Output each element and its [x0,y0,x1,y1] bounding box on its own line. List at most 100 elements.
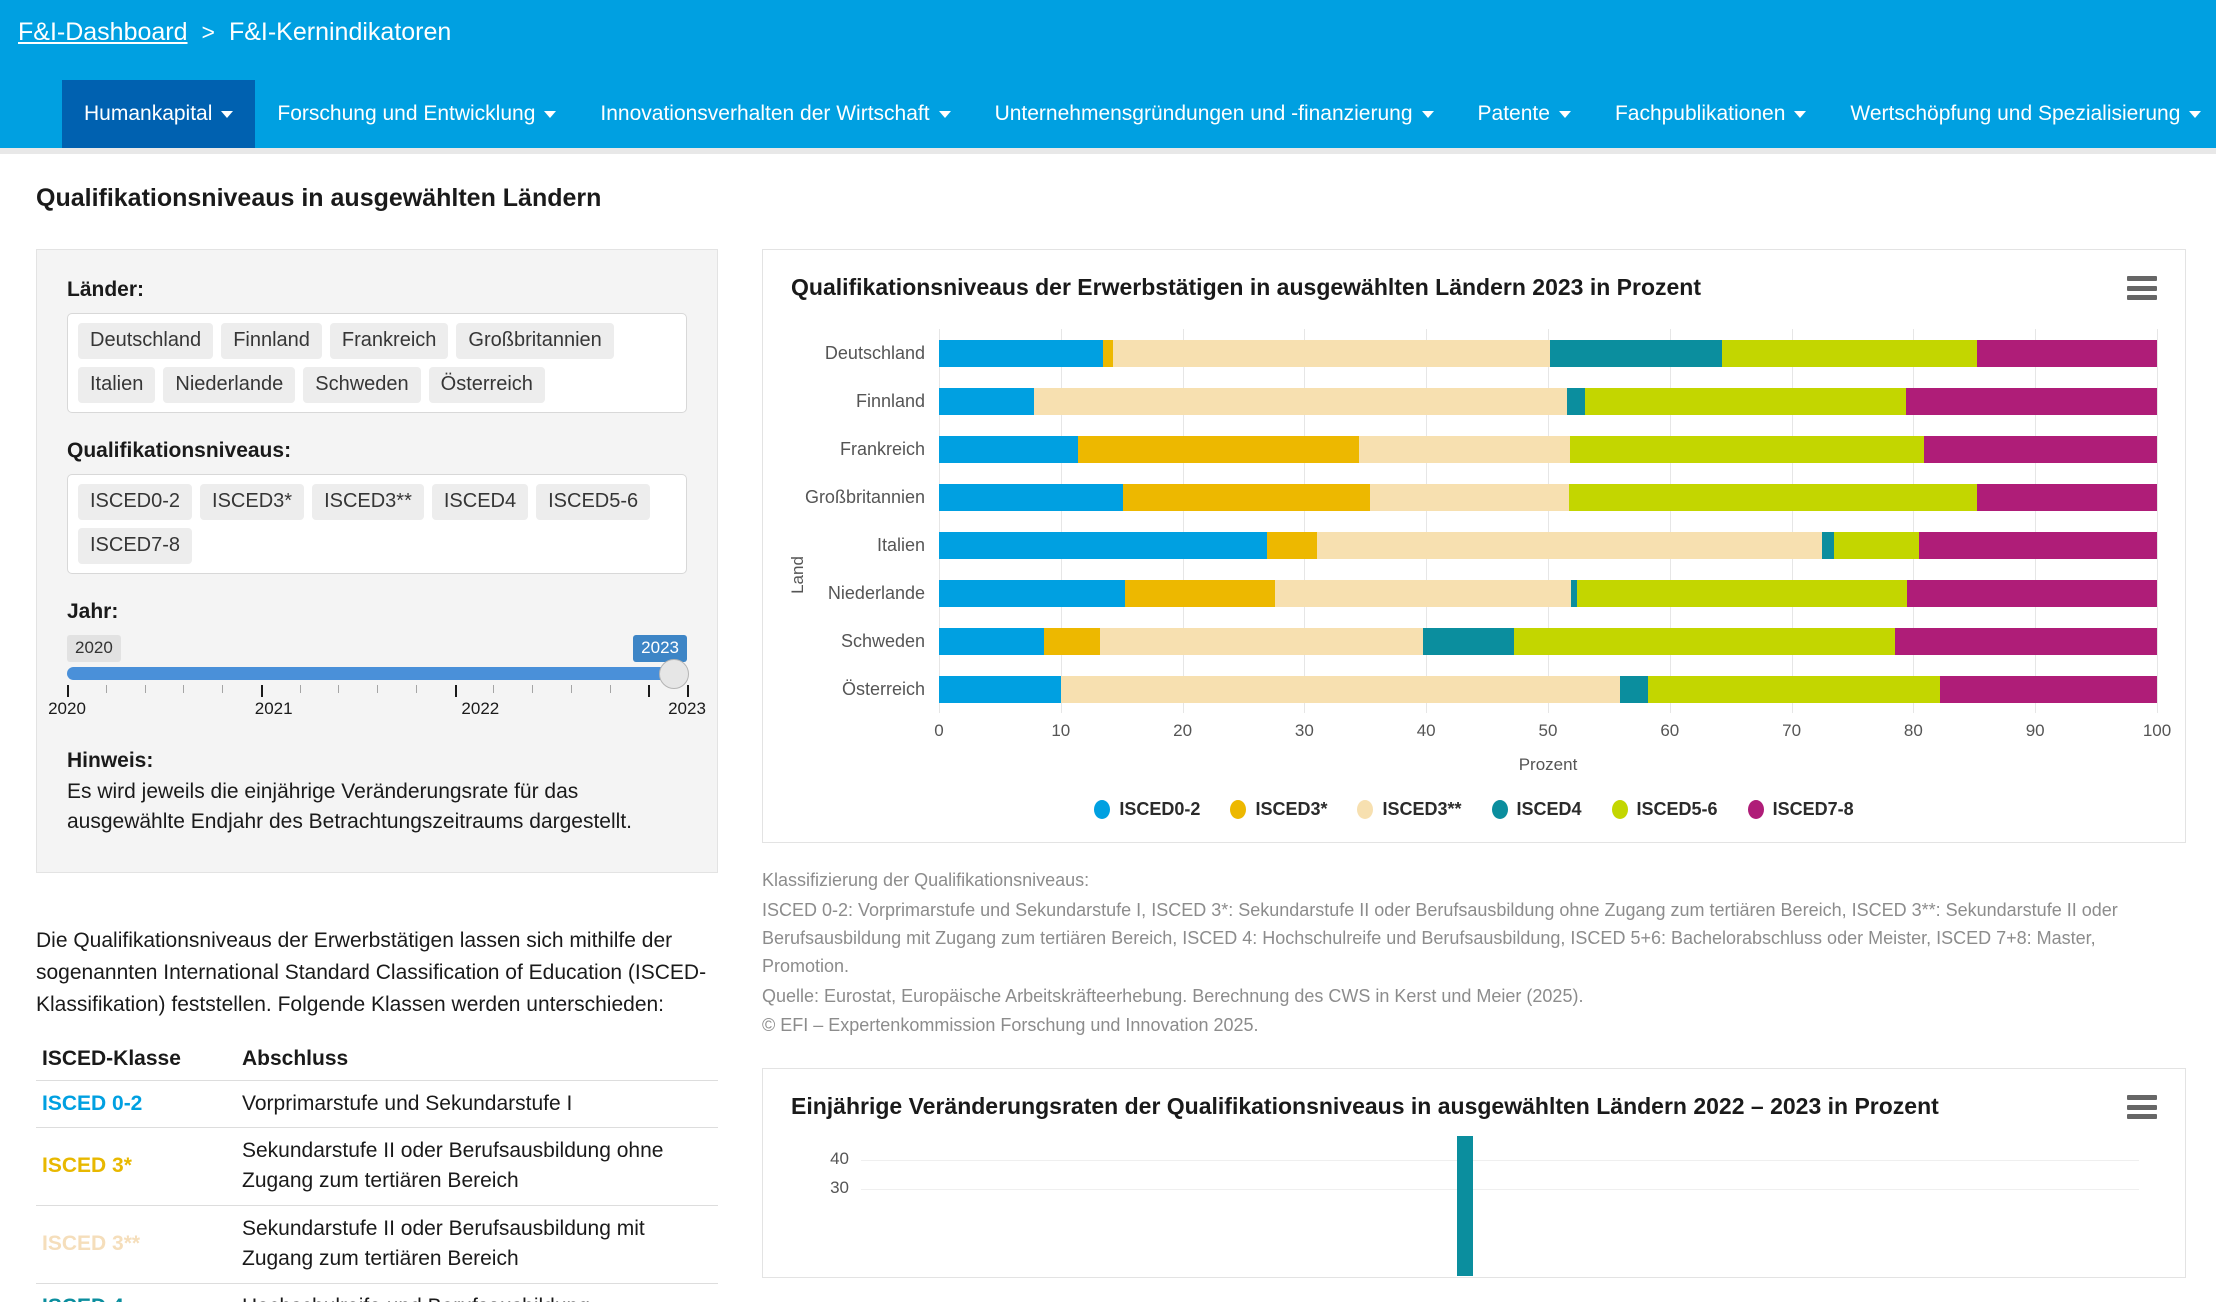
bar-segment-isced3-[interactable] [1077,435,1360,463]
y-tick-label-30: 30 [830,1177,849,1197]
legend-item-isced3-[interactable]: ISCED3* [1230,799,1327,820]
breadcrumb-root-link[interactable]: F&I-Dashboard [18,18,188,46]
stacked-bar[interactable] [939,435,2157,463]
bar-segment-isced4[interactable] [1567,387,1585,415]
bar-segment-isced3-[interactable] [1060,675,1620,703]
countries-chipbox[interactable]: Deutschland Finnland Frankreich Großbritann… [67,313,687,413]
bar-segment-isced3-[interactable] [1113,339,1551,367]
bar-segment-isced7-8[interactable] [1976,483,2157,511]
bar-segment-isced5-6[interactable] [1577,579,1908,607]
nav-item-forschung-und-entwicklung[interactable]: Forschung und Entwicklung [255,80,578,148]
stacked-bar-plot: Land Deutschland Finnland Frankreich Großbr… [788,329,2171,820]
bar-segment-isced7-8[interactable] [1906,387,2157,415]
bar-segment-isced0-2[interactable] [939,339,1104,367]
stacked-bar[interactable] [939,387,2157,415]
chip-country-frankreich[interactable]: Frankreich [329,323,449,359]
bar-segment-isced5-6[interactable] [1568,483,1977,511]
stacked-bar[interactable] [939,339,2157,367]
bar-segment-isced5-6[interactable] [1722,339,1977,367]
bar-segment-isced3-[interactable] [1275,579,1572,607]
year-slider[interactable]: 2020 2023 2020 2021 2022 2023 [48,635,706,743]
bar-segment-isced7-8[interactable] [1907,579,2157,607]
stacked-bar[interactable] [939,627,2157,655]
stacked-bar[interactable] [939,531,2157,559]
gridline [2157,329,2158,713]
chip-level-isced3[interactable]: ISCED3* [200,484,305,520]
legend-item-isced0-2[interactable]: ISCED0-2 [1094,799,1200,820]
chip-country-deutschland[interactable]: Deutschland [78,323,214,359]
bar-segment-isced4[interactable] [1619,675,1648,703]
bar-segment-isced3-[interactable] [1043,627,1100,655]
bar-segment-isced0-2[interactable] [939,435,1078,463]
nav-item-patente[interactable]: Patente [1456,80,1593,148]
nav-item-innovationsverhalten[interactable]: Innovationsverhalten der Wirtschaft [578,80,972,148]
table-row: ISCED 3* Sekundarstufe II oder Berufsausb… [36,1127,718,1207]
legend-item-isced7-8[interactable]: ISCED7-8 [1747,799,1854,820]
nav-item-fachpublikationen[interactable]: Fachpublikationen [1593,80,1828,148]
bar-segment-isced7-8[interactable] [1924,435,2157,463]
levels-chipbox[interactable]: ISCED0-2 ISCED3* ISCED3** ISCED4 ISCED5-6 ISC… [67,474,687,574]
bar-segment-isced3-[interactable] [1122,483,1371,511]
bar-segment-isced0-2[interactable] [939,627,1044,655]
bar-segment-isced3-[interactable] [1316,531,1823,559]
bar-segment-isced4[interactable] [1550,339,1723,367]
bar-segment-isced5-6[interactable] [1513,627,1896,655]
bar-segment-isced0-2[interactable] [939,579,1126,607]
breadcrumb: F&I-Dashboard > F&I-Kernindikatoren [0,0,2216,47]
bar-row-label: Österreich [841,678,925,699]
bar-segment-isced5-6[interactable] [1647,675,1941,703]
chip-country-niederlande[interactable]: Niederlande [163,367,296,403]
chip-country-gro-britannien[interactable]: Großbritannien [456,323,614,359]
bar-segment-isced0-2[interactable] [939,387,1034,415]
hamburger-icon[interactable] [2127,276,2157,300]
chip-country-schweden[interactable]: Schweden [303,367,421,403]
bar-segment-isced7-8[interactable] [1895,627,2157,655]
chip-country-finnland[interactable]: Finnland [221,323,322,359]
bar-segment-isced4[interactable] [1571,579,1578,607]
bar-segment-isced5-6[interactable] [1584,387,1907,415]
year-slider-ticks [67,685,689,697]
bar-segment-isced0-2[interactable] [939,675,1061,703]
chip-level-isced0-2[interactable]: ISCED0-2 [78,484,193,520]
chart-legend: ISCED0-2 ISCED3* ISCED3** ISCED4 ISCED5-6 ISC… [791,799,2157,820]
bar-segment-isced0-2[interactable] [939,531,1267,559]
bar-segment-isced3-[interactable] [1125,579,1276,607]
vertical-bar-isced4[interactable] [1457,1136,1474,1277]
table-row: ISCED 4Hochschulreife und Berufsausbildu… [36,1283,718,1302]
stacked-bar[interactable] [939,483,2157,511]
bar-segment-isced5-6[interactable] [1834,531,1920,559]
legend-item-isced5-6[interactable]: ISCED5-6 [1611,799,1718,820]
year-label: Jahr: [67,600,119,623]
year-slider-handle[interactable] [659,659,689,689]
bar-segment-isced5-6[interactable] [1569,435,1925,463]
chip-level-isced3[interactable]: ISCED3** [312,484,424,520]
bar-segment-isced4[interactable] [1822,531,1835,559]
legend-item-isced4[interactable]: ISCED4 [1491,799,1582,820]
hamburger-icon[interactable] [2127,1095,2157,1120]
bar-segment-isced0-2[interactable] [939,483,1123,511]
year-slider-track[interactable] [67,667,687,680]
bar-segment-isced3-[interactable] [1034,387,1568,415]
bar-segment-isced7-8[interactable] [1940,675,2157,703]
chip-country--sterreich[interactable]: Österreich [428,367,545,403]
bar-segment-isced3-[interactable] [1370,483,1569,511]
chip-country-italien[interactable]: Italien [78,367,156,403]
nav-label: Fachpublikationen [1614,102,1786,125]
chip-level-isced7-8[interactable]: ISCED7-8 [78,528,193,564]
stacked-bar[interactable] [939,579,2157,607]
bar-segment-isced3-[interactable] [1103,339,1114,367]
breadcrumb-separator: > [201,19,215,45]
stacked-bar[interactable] [939,675,2157,703]
bar-segment-isced7-8[interactable] [1919,531,2157,559]
nav-item-humankapital[interactable]: Humankapital [62,80,256,148]
nav-item-wertschoepfung[interactable]: Wertschöpfung und Spezialisierung [1828,80,2216,148]
chip-level-isced4[interactable]: ISCED4 [431,484,529,520]
legend-item-isced3-[interactable]: ISCED3** [1357,799,1462,820]
bar-segment-isced3-[interactable] [1099,627,1423,655]
bar-segment-isced3-[interactable] [1266,531,1317,559]
nav-item-unternehmensgruendungen[interactable]: Unternehmensgründungen und -finanzierung [973,80,1456,148]
bar-segment-isced7-8[interactable] [1976,339,2157,367]
bar-segment-isced4[interactable] [1422,627,1514,655]
chip-level-isced5-6[interactable]: ISCED5-6 [536,484,651,520]
bar-segment-isced3-[interactable] [1359,435,1570,463]
